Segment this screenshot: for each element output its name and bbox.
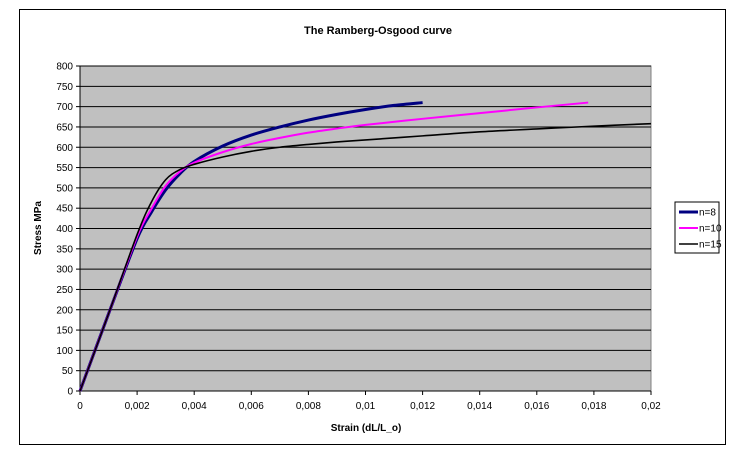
gridlines bbox=[80, 65, 651, 372]
x-tick-label: 0,002 bbox=[125, 401, 150, 412]
y-tick-label: 200 bbox=[56, 305, 73, 316]
y-tick-label: 700 bbox=[56, 102, 73, 113]
y-axis-label: Stress MPa bbox=[33, 201, 44, 255]
y-tick-label: 100 bbox=[56, 346, 73, 357]
y-tick-label: 800 bbox=[56, 62, 73, 73]
x-tick-label: 0 bbox=[77, 401, 83, 412]
y-tick-label: 650 bbox=[56, 122, 73, 133]
y-tick-label: 50 bbox=[62, 366, 74, 377]
chart-title: The Ramberg-Osgood curve bbox=[304, 25, 452, 37]
series-lines bbox=[78, 101, 652, 392]
legend-label: n=10 bbox=[699, 224, 722, 235]
series-line-n15 bbox=[79, 122, 652, 392]
x-tick-label: 0,01 bbox=[356, 401, 376, 412]
x-axis-label: Strain (dL/L_o) bbox=[331, 423, 402, 434]
y-tick-labels: 0 50 100 150 200 250 300 350 400 450 500 550 600 650 7… bbox=[56, 62, 73, 398]
x-tick-label: 0,02 bbox=[641, 401, 661, 412]
legend-label: n=8 bbox=[699, 208, 716, 219]
y-tick-label: 550 bbox=[56, 163, 73, 174]
x-tick-label: 0,004 bbox=[182, 401, 207, 412]
axes bbox=[76, 65, 652, 395]
x-tick-label: 0,008 bbox=[296, 401, 321, 412]
y-tick-label: 250 bbox=[56, 285, 73, 296]
x-tick-label: 0,016 bbox=[524, 401, 549, 412]
legend-label: n=15 bbox=[699, 240, 722, 251]
y-tick-label: 300 bbox=[56, 265, 73, 276]
y-tick-label: 750 bbox=[56, 82, 73, 93]
y-tick-label: 350 bbox=[56, 244, 73, 255]
y-tick-label: 150 bbox=[56, 326, 73, 337]
x-tick-label: 0,006 bbox=[239, 401, 264, 412]
y-tick-label: 600 bbox=[56, 143, 73, 154]
y-tick-label: 0 bbox=[67, 387, 73, 398]
x-tick-labels: 0 0,002 0,004 0,006 0,008 0,01 0,012 0,014 0,016… bbox=[77, 401, 661, 412]
y-tick-label: 400 bbox=[56, 224, 73, 235]
x-tick-label: 0,012 bbox=[410, 401, 435, 412]
series-line-n10 bbox=[79, 101, 589, 392]
y-tick-label: 450 bbox=[56, 204, 73, 215]
y-tick-label: 500 bbox=[56, 183, 73, 194]
legend: n=8 n=10 n=15 bbox=[674, 201, 722, 254]
x-tick-label: 0,014 bbox=[467, 401, 492, 412]
x-tick-label: 0,018 bbox=[581, 401, 606, 412]
